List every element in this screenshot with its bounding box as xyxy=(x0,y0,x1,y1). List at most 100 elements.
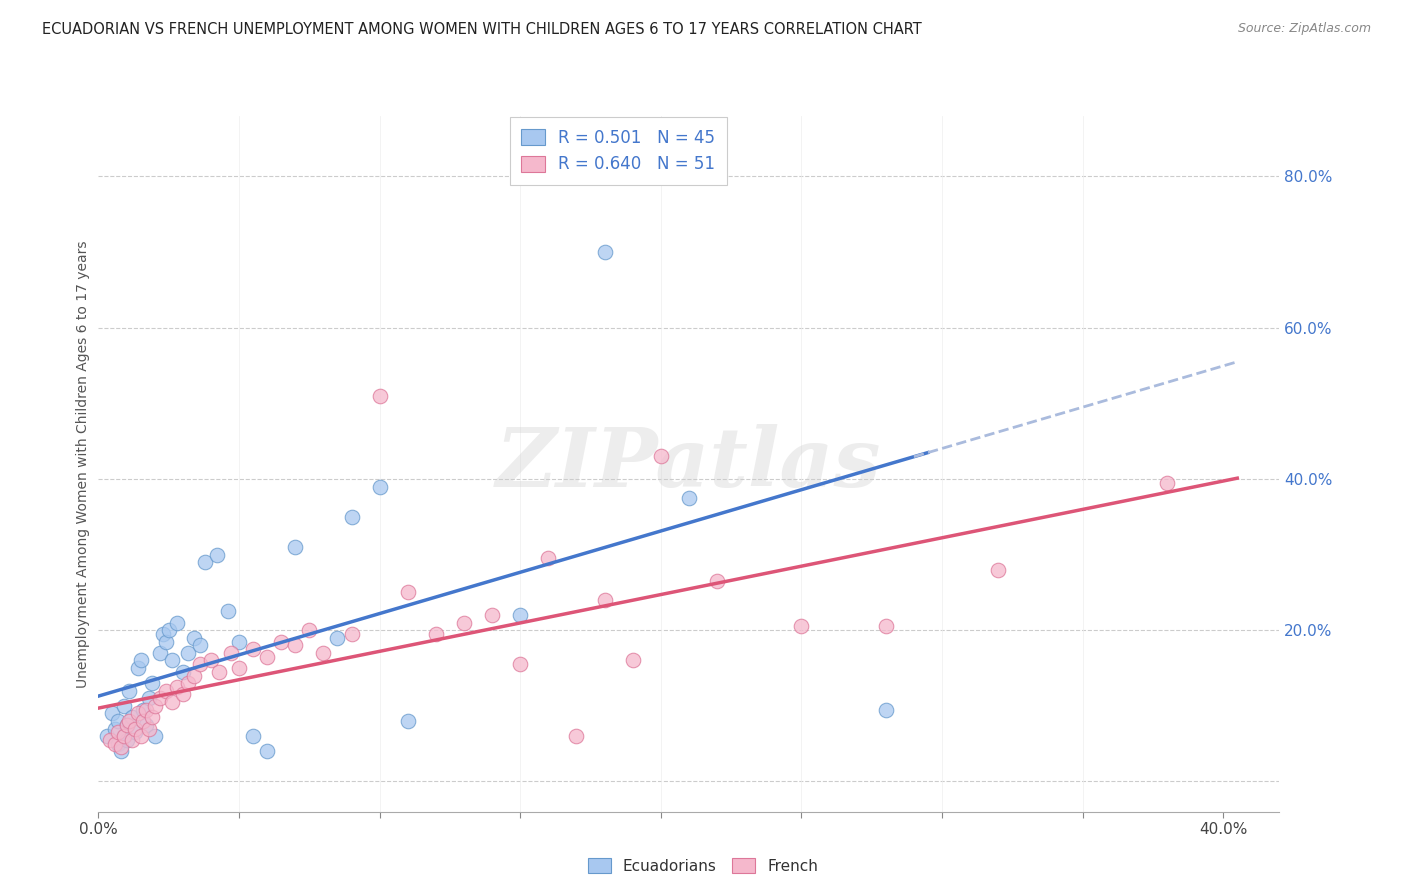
Point xyxy=(132,703,155,717)
Point xyxy=(340,627,363,641)
Point xyxy=(481,608,503,623)
Point xyxy=(219,646,242,660)
Point xyxy=(177,646,200,660)
Point xyxy=(127,706,149,721)
Point xyxy=(110,744,132,758)
Point xyxy=(149,646,172,660)
Point xyxy=(217,604,239,618)
Y-axis label: Unemployment Among Women with Children Ages 6 to 17 years: Unemployment Among Women with Children A… xyxy=(76,240,90,688)
Point xyxy=(396,714,419,728)
Point xyxy=(124,725,146,739)
Point xyxy=(141,710,163,724)
Point xyxy=(118,683,141,698)
Point xyxy=(368,389,391,403)
Point xyxy=(284,540,307,554)
Point xyxy=(160,695,183,709)
Point xyxy=(112,698,135,713)
Point xyxy=(129,729,152,743)
Point xyxy=(650,450,672,464)
Point xyxy=(228,634,250,648)
Point xyxy=(143,729,166,743)
Point xyxy=(172,688,194,702)
Point xyxy=(101,706,124,721)
Point xyxy=(284,638,307,652)
Point xyxy=(188,638,211,652)
Point xyxy=(127,661,149,675)
Point xyxy=(138,691,160,706)
Point xyxy=(200,653,222,667)
Point xyxy=(149,691,172,706)
Point xyxy=(124,722,146,736)
Point xyxy=(298,624,321,638)
Point xyxy=(790,619,813,633)
Point xyxy=(132,714,155,728)
Point xyxy=(194,555,217,569)
Point xyxy=(104,722,127,736)
Point xyxy=(112,729,135,743)
Text: ECUADORIAN VS FRENCH UNEMPLOYMENT AMONG WOMEN WITH CHILDREN AGES 6 TO 17 YEARS C: ECUADORIAN VS FRENCH UNEMPLOYMENT AMONG … xyxy=(42,22,922,37)
Point xyxy=(107,714,129,728)
Point xyxy=(96,729,118,743)
Point xyxy=(115,717,138,731)
Point xyxy=(121,732,143,747)
Point xyxy=(183,668,205,682)
Point xyxy=(593,245,616,260)
Point xyxy=(166,615,188,630)
Point xyxy=(188,657,211,672)
Point xyxy=(621,653,644,667)
Point xyxy=(177,676,200,690)
Point xyxy=(112,729,135,743)
Point xyxy=(242,642,264,657)
Point xyxy=(368,479,391,493)
Point xyxy=(270,634,292,648)
Point xyxy=(425,627,447,641)
Point xyxy=(152,627,174,641)
Point xyxy=(987,563,1010,577)
Text: Source: ZipAtlas.com: Source: ZipAtlas.com xyxy=(1237,22,1371,36)
Point xyxy=(208,665,231,679)
Point xyxy=(121,710,143,724)
Point xyxy=(118,714,141,728)
Point xyxy=(1156,475,1178,490)
Point xyxy=(98,732,121,747)
Point xyxy=(312,646,335,660)
Point xyxy=(509,657,531,672)
Point xyxy=(141,676,163,690)
Point xyxy=(340,509,363,524)
Point xyxy=(155,634,177,648)
Point xyxy=(256,649,278,664)
Point xyxy=(256,744,278,758)
Point xyxy=(172,665,194,679)
Point xyxy=(104,737,127,751)
Point xyxy=(875,703,897,717)
Point xyxy=(678,491,700,505)
Point xyxy=(143,698,166,713)
Point xyxy=(110,740,132,755)
Point xyxy=(205,548,228,562)
Point xyxy=(166,680,188,694)
Point xyxy=(138,722,160,736)
Point xyxy=(326,631,349,645)
Point xyxy=(509,608,531,623)
Point xyxy=(537,551,560,566)
Point xyxy=(107,725,129,739)
Point xyxy=(183,631,205,645)
Point xyxy=(453,615,475,630)
Point xyxy=(396,585,419,599)
Point xyxy=(242,729,264,743)
Point xyxy=(228,661,250,675)
Point xyxy=(115,717,138,731)
Point xyxy=(115,732,138,747)
Point xyxy=(155,683,177,698)
Point xyxy=(107,737,129,751)
Point xyxy=(565,729,588,743)
Point xyxy=(135,717,157,731)
Point xyxy=(129,653,152,667)
Point xyxy=(160,653,183,667)
Point xyxy=(875,619,897,633)
Text: ZIPatlas: ZIPatlas xyxy=(496,424,882,504)
Point xyxy=(593,593,616,607)
Legend: Ecuadorians, French: Ecuadorians, French xyxy=(582,852,824,880)
Point xyxy=(706,574,728,588)
Point xyxy=(157,624,180,638)
